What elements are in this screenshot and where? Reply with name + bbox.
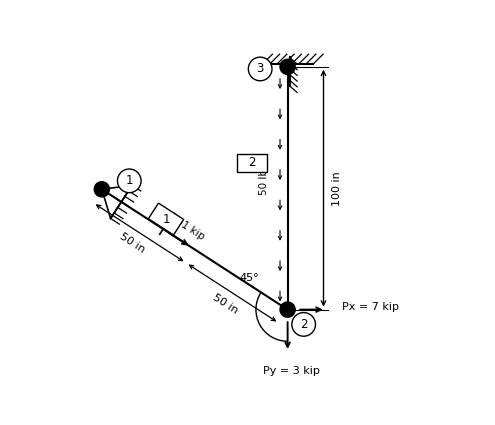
Text: 2: 2 xyxy=(248,156,255,170)
FancyBboxPatch shape xyxy=(148,203,184,235)
Circle shape xyxy=(280,302,295,317)
Circle shape xyxy=(248,57,272,81)
Text: Px = 7 kip: Px = 7 kip xyxy=(343,303,399,312)
Circle shape xyxy=(292,312,315,336)
Circle shape xyxy=(280,59,295,74)
Circle shape xyxy=(117,169,141,193)
FancyBboxPatch shape xyxy=(237,153,267,172)
Text: F=1 kip: F=1 kip xyxy=(167,212,206,242)
Circle shape xyxy=(94,181,109,197)
Text: 1: 1 xyxy=(162,212,170,226)
Text: 2: 2 xyxy=(300,318,307,331)
Text: 3: 3 xyxy=(256,62,264,76)
Text: 1: 1 xyxy=(126,174,133,187)
Text: 50 in: 50 in xyxy=(118,232,147,255)
Text: 45°: 45° xyxy=(240,273,259,283)
Text: 50 in: 50 in xyxy=(211,292,240,315)
Text: 100 in: 100 in xyxy=(332,171,342,206)
Text: Py = 3 kip: Py = 3 kip xyxy=(263,366,320,376)
Text: 50 lb/in: 50 lb/in xyxy=(259,156,269,195)
